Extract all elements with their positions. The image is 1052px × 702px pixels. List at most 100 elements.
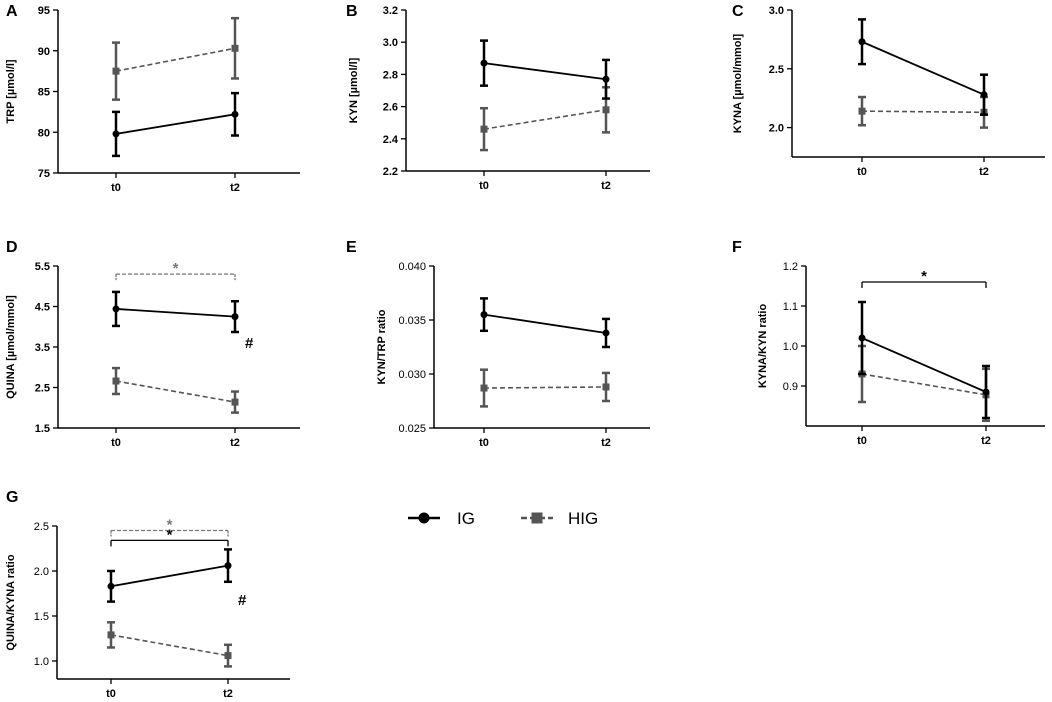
significance-star-hig-g: * bbox=[167, 517, 173, 534]
y-tick-label-b: 2.8 bbox=[383, 69, 398, 81]
series-line-hig-f bbox=[861, 373, 987, 396]
chart-panel-e: E 0.025 0.030 0.035 0.040 t0 t2 KYN/TRP ratio bbox=[346, 239, 650, 449]
y-tick-label-b: 2.4 bbox=[383, 134, 399, 146]
y-tick-label-c: 2.0 bbox=[769, 123, 784, 135]
hash-annotation-d: # bbox=[245, 335, 254, 352]
data-point-ig-a bbox=[112, 130, 120, 138]
data-point-ig-c bbox=[980, 91, 988, 99]
y-axis-title-b: KYN [µmol/l] bbox=[348, 57, 360, 123]
x-tick-label-e: t0 bbox=[479, 437, 489, 449]
data-point-hig-a bbox=[112, 67, 120, 75]
x-tick-label-g: t0 bbox=[106, 688, 116, 700]
data-point-ig-d bbox=[112, 305, 120, 313]
series-line-hig-g bbox=[110, 634, 229, 657]
x-tick-label-c: t0 bbox=[857, 166, 867, 178]
y-tick-label-c: 2.5 bbox=[769, 64, 784, 76]
y-tick-label-f: 1.0 bbox=[783, 341, 798, 353]
y-tick-label-g: 1.0 bbox=[34, 656, 49, 668]
data-point-ig-e bbox=[602, 329, 610, 337]
y-tick-label-d: 1.5 bbox=[35, 423, 50, 435]
series-line-ig-b bbox=[483, 62, 607, 81]
x-tick-label-e: t2 bbox=[601, 437, 611, 449]
y-tick-label-c: 3.0 bbox=[769, 5, 784, 17]
chart-panel-c: C 2.0 2.5 3.0 t0 t2 KYNA [µmol/mmol] bbox=[732, 3, 1045, 178]
y-tick-label-b: 2.2 bbox=[383, 166, 398, 178]
legend-ig-label: IG bbox=[457, 509, 475, 528]
legend-ig-marker bbox=[418, 512, 430, 524]
data-point-ig-f bbox=[858, 334, 866, 342]
legend: IG HIG bbox=[408, 509, 598, 528]
y-tick-label-a: 80 bbox=[38, 127, 50, 139]
data-point-ig-b bbox=[480, 59, 488, 67]
x-tick-label-a: t0 bbox=[111, 182, 121, 194]
x-tick-label-b: t0 bbox=[479, 180, 489, 192]
panel-letter-b: B bbox=[346, 3, 358, 20]
panel-letter-g: G bbox=[6, 489, 18, 506]
x-tick-label-b: t2 bbox=[601, 180, 611, 192]
y-tick-label-b: 3.0 bbox=[383, 37, 398, 49]
series-line-hig-d bbox=[115, 380, 236, 403]
significance-star-ig-g: * bbox=[167, 526, 173, 543]
chart-panel-g: G 1.0 1.5 2.0 2.5 t0 t2 QUINA/KYNA ratio ** # bbox=[5, 489, 290, 700]
series-line-ig-d bbox=[115, 308, 236, 318]
y-axis-title-f: KYNA/KYN ratio bbox=[757, 304, 769, 389]
x-tick-label-f: t0 bbox=[857, 435, 867, 447]
data-point-ig-a bbox=[231, 110, 239, 118]
y-tick-label-d: 5.5 bbox=[35, 261, 50, 273]
y-tick-label-g: 1.5 bbox=[34, 611, 49, 623]
x-tick-label-c: t2 bbox=[979, 166, 989, 178]
data-point-hig-c bbox=[858, 107, 866, 115]
chart-panel-d: D 1.5 2.5 3.5 4.5 5.5 t0 t2 QUINA [µmol/mmol] * # bbox=[5, 239, 300, 449]
legend-hig-marker bbox=[531, 512, 543, 524]
chart-panel-a: A 75 80 85 90 95 t0 t2 TRP [µmol/l] bbox=[5, 3, 300, 194]
panel-letter-f: F bbox=[732, 239, 742, 256]
chart-panel-b: B 2.2 2.4 2.6 2.8 3.0 3.2 t0 t2 KYN [µmol/l] bbox=[346, 3, 650, 192]
data-point-ig-g bbox=[107, 582, 115, 590]
y-tick-label-g: 2.0 bbox=[34, 566, 49, 578]
x-tick-label-d: t0 bbox=[111, 437, 121, 449]
hash-annotation-g: # bbox=[238, 592, 247, 609]
panel-letter-e: E bbox=[346, 239, 357, 256]
x-tick-label-a: t2 bbox=[230, 182, 240, 194]
x-tick-label-g: t2 bbox=[223, 688, 233, 700]
data-point-hig-e bbox=[480, 384, 488, 392]
y-tick-label-a: 85 bbox=[38, 87, 50, 99]
data-point-ig-f bbox=[982, 388, 990, 396]
data-point-ig-b bbox=[602, 75, 610, 83]
y-axis-title-c: KYNA [µmol/mmol] bbox=[732, 33, 744, 133]
y-axis-title-d: QUINA [µmol/mmol] bbox=[5, 295, 17, 399]
data-point-hig-g bbox=[107, 631, 115, 639]
data-point-ig-e bbox=[480, 311, 488, 319]
y-axis-title-e: KYN/TRP ratio bbox=[376, 309, 388, 384]
data-point-hig-d bbox=[231, 398, 239, 406]
x-tick-label-d: t2 bbox=[230, 437, 240, 449]
y-tick-label-f: 1.2 bbox=[783, 261, 798, 273]
y-axis-title-a: TRP [µmol/l] bbox=[5, 59, 17, 124]
series-line-ig-f bbox=[861, 337, 987, 393]
y-axis-title-g: QUINA/KYNA ratio bbox=[5, 554, 17, 650]
legend-item-hig: HIG bbox=[521, 509, 598, 528]
panel-letter-c: C bbox=[732, 3, 744, 20]
chart-panel-f: F 0.9 1.0 1.1 1.2 t0 t2 KYNA/KYN ratio * bbox=[732, 239, 1045, 447]
legend-hig-label: HIG bbox=[568, 509, 598, 528]
y-tick-label-d: 2.5 bbox=[35, 383, 50, 395]
series-line-ig-c bbox=[861, 40, 985, 96]
significance-star-ig-f: * bbox=[921, 268, 927, 285]
series-line-ig-g bbox=[110, 564, 229, 588]
series-line-hig-a bbox=[115, 47, 236, 72]
data-point-hig-b bbox=[602, 106, 610, 114]
series-line-hig-b bbox=[483, 109, 607, 130]
significance-star-hig-d: * bbox=[173, 260, 179, 277]
y-tick-label-f: 1.1 bbox=[783, 301, 798, 313]
y-tick-label-g: 2.5 bbox=[34, 521, 49, 533]
y-tick-label-e: 0.030 bbox=[398, 369, 426, 381]
y-tick-label-a: 90 bbox=[38, 46, 50, 58]
panel-letter-d: D bbox=[6, 239, 18, 256]
y-tick-label-e: 0.035 bbox=[398, 315, 426, 327]
data-point-hig-g bbox=[224, 652, 232, 660]
y-tick-label-b: 2.6 bbox=[383, 102, 398, 114]
data-point-hig-b bbox=[480, 125, 488, 133]
y-tick-label-f: 0.9 bbox=[783, 381, 798, 393]
panel-letter-a: A bbox=[6, 3, 18, 20]
data-point-hig-a bbox=[231, 44, 239, 52]
